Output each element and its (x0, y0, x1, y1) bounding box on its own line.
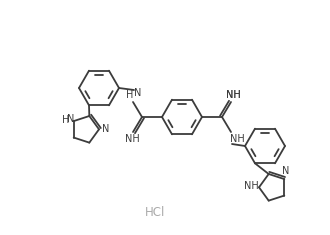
Text: NH: NH (230, 134, 245, 144)
Text: N: N (102, 124, 110, 134)
Text: N: N (281, 166, 289, 176)
Text: HCl: HCl (145, 207, 165, 219)
Text: NH: NH (244, 181, 258, 191)
Text: NH: NH (226, 90, 240, 100)
Text: H: H (62, 115, 69, 125)
Text: NH: NH (226, 90, 240, 100)
Text: NH: NH (125, 134, 139, 144)
Text: N: N (67, 114, 74, 124)
Text: N: N (134, 88, 142, 98)
Text: H: H (126, 90, 134, 100)
